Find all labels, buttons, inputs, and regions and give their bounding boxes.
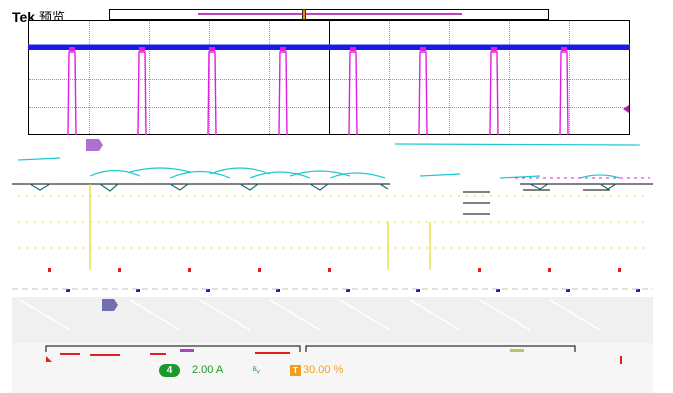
overlay-band <box>12 297 653 343</box>
grid-vline <box>149 21 150 134</box>
record-position-bar[interactable] <box>109 9 549 20</box>
ch4-stub-lines <box>463 189 610 215</box>
grid-vline <box>569 21 570 134</box>
ch2-trace <box>67 51 569 136</box>
grid-vline <box>389 21 390 134</box>
status-strip <box>12 343 653 393</box>
ch4-trace <box>18 195 650 249</box>
ch3-position-marker[interactable] <box>86 139 103 151</box>
ch1-trace <box>28 44 630 50</box>
channel-4-scale[interactable]: 2.00 A <box>192 364 224 376</box>
grid-vline <box>269 21 270 134</box>
bracket-red-noise <box>60 352 290 356</box>
digital-marks-red <box>48 268 621 272</box>
digital-marks-blue <box>66 289 640 292</box>
trigger-level[interactable]: 30.00 % <box>303 364 344 376</box>
trigger-glyph: T <box>293 366 298 375</box>
overlay-streaks <box>19 299 601 331</box>
ch2-peak-marks <box>69 47 567 51</box>
grid-vline <box>89 21 90 134</box>
bracket-mark-purple <box>180 349 194 352</box>
channel-4-badge[interactable]: 4 <box>159 364 180 377</box>
bracket-left-marker <box>46 356 52 362</box>
grid-vline <box>209 21 210 134</box>
ch3-trace <box>17 143 641 179</box>
grid-vline <box>509 21 510 134</box>
channel-number: 4 <box>166 365 173 376</box>
bandwidth-limit-icon: ᴮᵥ <box>253 365 260 375</box>
grid-center-line <box>329 21 330 134</box>
bracket-mark-yellow <box>510 349 524 352</box>
bottom-bracket <box>45 345 576 352</box>
ch4-steps <box>89 184 431 270</box>
trigger-icon: T <box>290 365 301 376</box>
waveform-graticule[interactable] <box>28 20 630 135</box>
record-view-window <box>198 13 462 15</box>
right-red-marker <box>620 356 622 364</box>
trigger-position-marker[interactable] <box>302 9 306 20</box>
grid-vline <box>449 21 450 134</box>
ch1-position-marker[interactable] <box>102 299 118 311</box>
ch2-offset-marker[interactable] <box>623 105 629 113</box>
ch3-dips <box>29 183 617 192</box>
